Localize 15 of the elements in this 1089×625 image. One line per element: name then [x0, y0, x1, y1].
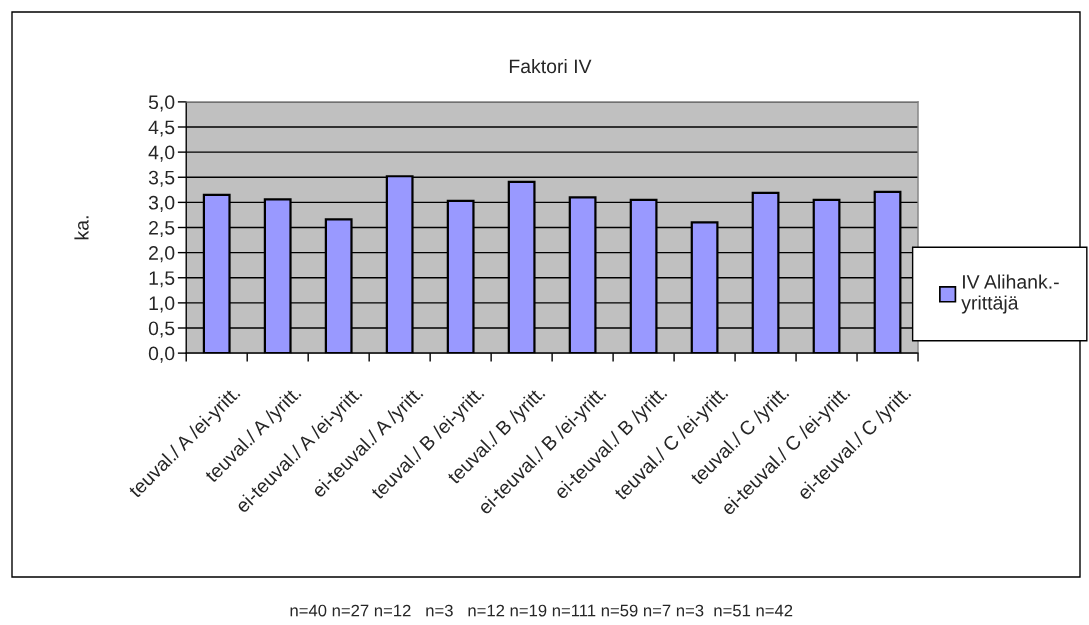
y-tick-label: 0,5	[148, 321, 175, 338]
y-tick-label: 4,5	[148, 120, 175, 137]
y-axis-title: ka.	[74, 216, 89, 240]
y-tick-label: 3,0	[148, 195, 175, 212]
y-tick-label: 2,5	[149, 220, 175, 238]
y-tick-label: 2,0	[149, 246, 175, 263]
legend-label: IV Alihank.- yrittäjä	[961, 274, 1059, 314]
y-tick-label: 1,5	[149, 271, 175, 288]
y-tick-label: 3,5	[148, 170, 175, 187]
chart-title: Faktori IV	[509, 58, 592, 74]
y-tick-label: 1,0	[149, 296, 175, 313]
y-tick-label: 4,0	[148, 145, 175, 162]
y-tick-label: 5,0	[148, 95, 175, 112]
y-tick-label: 0,0	[148, 346, 175, 363]
text: n=40 n=27 n=12 n=3 n=12 n=19 n=111 n=59 n=7 n=3 n=51 n=42	[290, 604, 793, 617]
